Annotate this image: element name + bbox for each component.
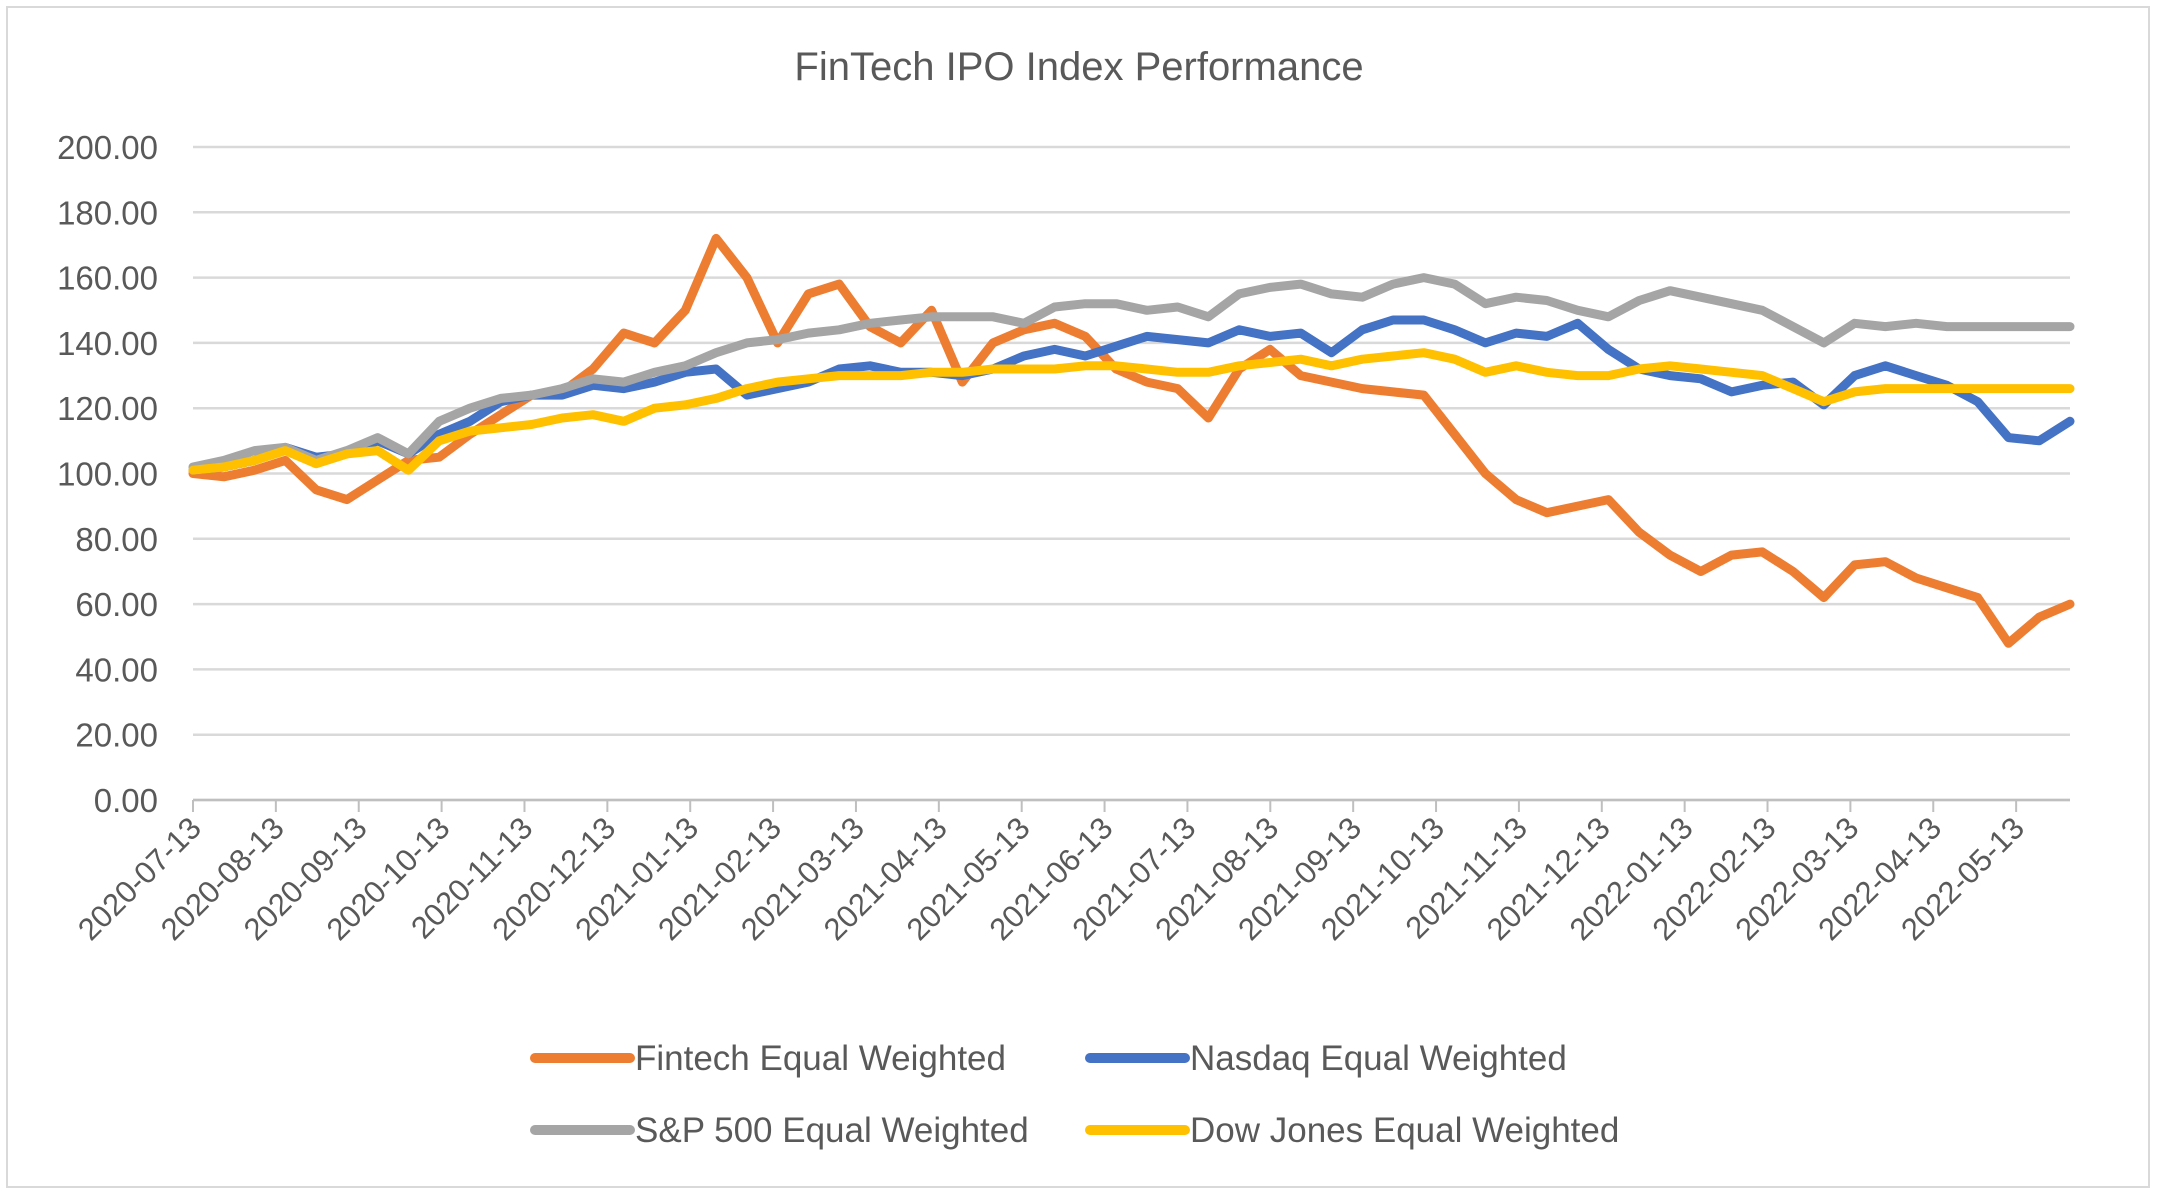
y-tick-label: 80.00 [75, 521, 158, 558]
chart-frame [6, 6, 2150, 1188]
y-tick-label: 60.00 [75, 586, 158, 623]
legend-label: Nasdaq Equal Weighted [1190, 1039, 1567, 1078]
legend-item[interactable]: Fintech Equal Weighted [530, 1039, 1006, 1078]
y-tick-label: 20.00 [75, 717, 158, 754]
chart-title: FinTech IPO Index Performance [794, 45, 1363, 89]
y-axis-ticks: 0.00 20.00 40.00 60.00 80.00 100.00 120.00 140.… [57, 129, 158, 819]
legend-label: Fintech Equal Weighted [635, 1039, 1006, 1078]
legend-label: Dow Jones Equal Weighted [1190, 1111, 1619, 1150]
series-lines [188, 233, 2075, 648]
y-tick-label: 120.00 [57, 390, 158, 427]
series-line-4 [188, 348, 2075, 475]
y-tick-label: 100.00 [57, 456, 158, 493]
y-tick-label: 140.00 [57, 325, 158, 362]
y-tick-label: 160.00 [57, 260, 158, 297]
gridlines [193, 145, 2070, 802]
y-tick-label: 180.00 [57, 194, 158, 231]
series-line-3 [188, 273, 2075, 472]
x-axis: 2020-07-132020-08-132020-09-132020-10-13… [71, 798, 2070, 947]
legend-label: S&P 500 Equal Weighted [635, 1111, 1029, 1150]
y-tick-label: 200.00 [57, 129, 158, 166]
legend-item[interactable]: Dow Jones Equal Weighted [1085, 1111, 1619, 1150]
legend-item[interactable]: Nasdaq Equal Weighted [1085, 1039, 1567, 1078]
series-line-1 [188, 233, 2075, 648]
y-tick-label: 40.00 [75, 651, 158, 688]
y-tick-label: 0.00 [94, 782, 158, 819]
legend: Fintech Equal Weighted Nasdaq Equal Weigh… [530, 1039, 1619, 1150]
legend-item[interactable]: S&P 500 Equal Weighted [530, 1111, 1029, 1150]
